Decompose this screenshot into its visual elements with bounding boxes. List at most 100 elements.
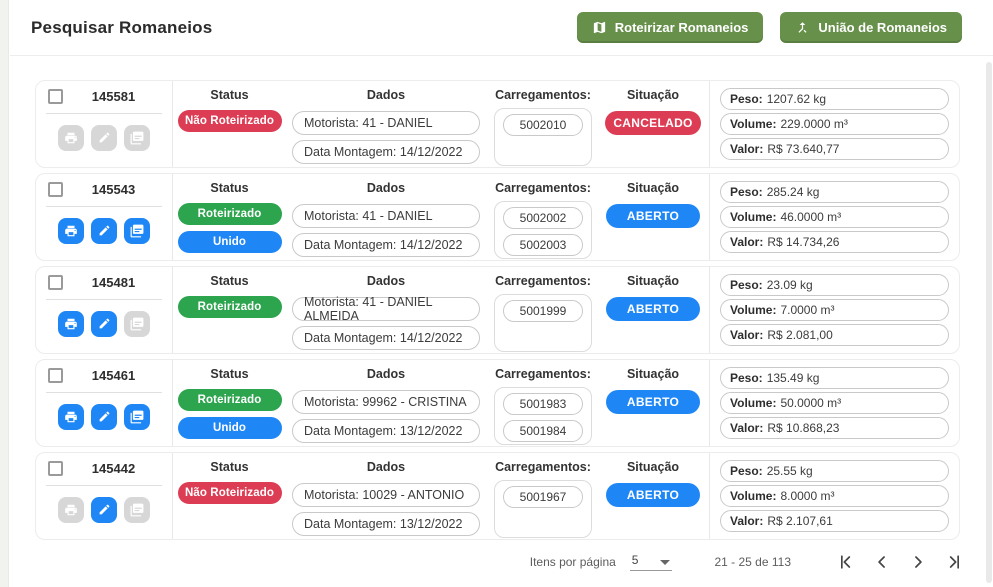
status-label: Status bbox=[210, 459, 248, 478]
edit-button[interactable] bbox=[91, 218, 117, 244]
row-select-column: 145461 bbox=[36, 360, 173, 446]
peso-value: 1207.62 kg bbox=[767, 92, 826, 106]
copy-button[interactable] bbox=[124, 404, 150, 430]
romaneio-list: 145581 bbox=[35, 80, 960, 540]
edit-icon bbox=[98, 131, 111, 144]
edit-button[interactable] bbox=[91, 404, 117, 430]
pagination-nav bbox=[835, 551, 965, 573]
sidebar-edge bbox=[0, 0, 9, 587]
situacao-column: Situação ABERTO bbox=[597, 267, 709, 353]
copy-button[interactable] bbox=[124, 218, 150, 244]
print-button[interactable] bbox=[58, 497, 84, 523]
carregamentos-column: Carregamentos: 5001999 bbox=[489, 267, 597, 353]
volume-label: Volume: bbox=[730, 396, 776, 410]
edit-button[interactable] bbox=[91, 311, 117, 337]
motorista-field: Motorista: 41 - DANIEL ALMEIDA bbox=[292, 297, 480, 321]
carregamento-pill: 5001999 bbox=[503, 300, 583, 322]
row-select-column: 145442 bbox=[36, 453, 173, 539]
print-button[interactable] bbox=[58, 404, 84, 430]
situacao-label: Situação bbox=[627, 180, 679, 199]
scrollbar[interactable] bbox=[986, 62, 992, 583]
row-checkbox[interactable] bbox=[48, 368, 63, 383]
dados-label: Dados bbox=[292, 180, 480, 199]
row-actions bbox=[44, 207, 164, 254]
motorista-field: Motorista: 41 - DANIEL bbox=[292, 204, 480, 228]
data-montagem-field: Data Montagem: 14/12/2022 bbox=[292, 233, 480, 257]
row-checkbox[interactable] bbox=[48, 89, 63, 104]
peso-field: Peso:285.24 kg bbox=[720, 181, 949, 203]
copy-button[interactable] bbox=[124, 311, 150, 337]
first-page-button[interactable] bbox=[835, 551, 857, 573]
print-button[interactable] bbox=[58, 218, 84, 244]
carregamentos-box: 5002010 bbox=[494, 108, 592, 166]
situacao-badge: ABERTO bbox=[606, 390, 700, 414]
romaneio-row: 145461 bbox=[35, 359, 960, 447]
row-checkbox[interactable] bbox=[48, 275, 63, 290]
status-badge: Unido bbox=[178, 231, 282, 253]
volume-value: 229.0000 m³ bbox=[780, 117, 847, 131]
carregamentos-box: 5001967 bbox=[494, 480, 592, 538]
valor-label: Valor: bbox=[730, 514, 763, 528]
row-select-column: 145543 bbox=[36, 174, 173, 260]
print-icon bbox=[64, 131, 78, 145]
volume-value: 50.0000 m³ bbox=[780, 396, 841, 410]
peso-label: Peso: bbox=[730, 185, 763, 199]
status-label: Status bbox=[210, 273, 248, 292]
carregamentos-box: 50019835001984 bbox=[494, 387, 592, 445]
carregamentos-label: Carregamentos: bbox=[495, 87, 591, 106]
edit-icon bbox=[98, 410, 111, 423]
carregamentos-box: 50020025002003 bbox=[494, 201, 592, 259]
status-column: Status RoteirizadoUnido bbox=[173, 174, 286, 260]
last-page-button[interactable] bbox=[943, 551, 965, 573]
edit-button[interactable] bbox=[91, 497, 117, 523]
status-badges: Não Roteirizado bbox=[173, 110, 286, 132]
row-select-column: 145581 bbox=[36, 81, 173, 167]
totals-column: Peso:25.55 kg Volume:8.0000 m³ Valor:R$ … bbox=[709, 453, 959, 539]
previous-page-button[interactable] bbox=[871, 551, 893, 573]
dados-label: Dados bbox=[292, 459, 480, 478]
copy-button[interactable] bbox=[124, 125, 150, 151]
uniao-de-romaneios-button[interactable]: União de Romaneios bbox=[780, 12, 962, 43]
carregamento-pill: 5002002 bbox=[503, 207, 583, 229]
peso-field: Peso:1207.62 kg bbox=[720, 88, 949, 110]
status-label: Status bbox=[210, 87, 248, 106]
next-page-button[interactable] bbox=[907, 551, 929, 573]
carregamentos-label: Carregamentos: bbox=[495, 273, 591, 292]
dados-label: Dados bbox=[292, 366, 480, 385]
volume-value: 46.0000 m³ bbox=[780, 210, 841, 224]
data-montagem-field: Data Montagem: 14/12/2022 bbox=[292, 140, 480, 164]
edit-button[interactable] bbox=[91, 125, 117, 151]
volume-label: Volume: bbox=[730, 303, 776, 317]
status-badge: Não Roteirizado bbox=[178, 110, 282, 132]
row-checkbox[interactable] bbox=[48, 182, 63, 197]
row-id: 145442 bbox=[63, 461, 164, 476]
romaneio-row: 145442 bbox=[35, 452, 960, 540]
status-column: Status Não Roteirizado bbox=[173, 453, 286, 539]
print-button[interactable] bbox=[58, 311, 84, 337]
status-column: Status Roteirizado bbox=[173, 267, 286, 353]
items-per-page-select[interactable]: 5 bbox=[630, 553, 673, 571]
carregamentos-column: Carregamentos: 5002010 bbox=[489, 81, 597, 167]
print-button[interactable] bbox=[58, 125, 84, 151]
roteirizar-romaneios-button[interactable]: Roteirizar Romaneios bbox=[577, 12, 764, 43]
volume-label: Volume: bbox=[730, 210, 776, 224]
volume-value: 7.0000 m³ bbox=[780, 303, 834, 317]
copy-button[interactable] bbox=[124, 497, 150, 523]
totals-column: Peso:135.49 kg Volume:50.0000 m³ Valor:R… bbox=[709, 360, 959, 446]
volume-label: Volume: bbox=[730, 117, 776, 131]
copy-icon bbox=[130, 410, 144, 424]
peso-value: 135.49 kg bbox=[767, 371, 820, 385]
motorista-field: Motorista: 99962 - CRISTINA bbox=[292, 390, 480, 414]
row-checkbox[interactable] bbox=[48, 461, 63, 476]
status-badges: Roteirizado bbox=[173, 296, 286, 318]
volume-field: Volume: 7.0000 m³ bbox=[720, 299, 949, 321]
page-range-label: 21 - 25 de 113 bbox=[714, 555, 791, 569]
row-id: 145581 bbox=[63, 89, 164, 104]
situacao-badge: ABERTO bbox=[606, 483, 700, 507]
carregamento-pill: 5001983 bbox=[503, 393, 583, 415]
uniao-de-romaneios-label: União de Romaneios bbox=[818, 20, 947, 35]
dados-column: Dados Motorista: 99962 - CRISTINA Data M… bbox=[286, 360, 489, 446]
status-badges: Não Roteirizado bbox=[173, 482, 286, 504]
volume-field: Volume: 46.0000 m³ bbox=[720, 206, 949, 228]
print-icon bbox=[64, 317, 78, 331]
